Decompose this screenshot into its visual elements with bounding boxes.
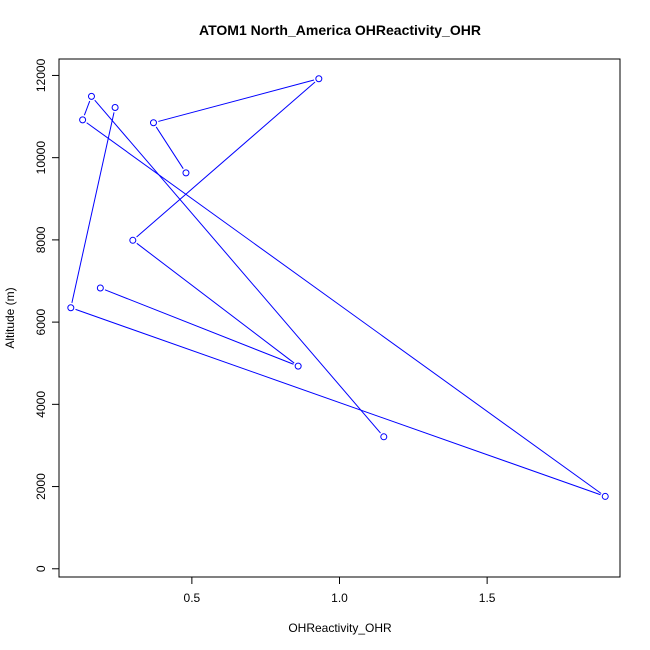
data-point: [67, 304, 75, 312]
series-line-segment: [104, 289, 294, 365]
series-2: [67, 92, 609, 500]
plot-area: [67, 75, 609, 500]
chart-title: ATOM1 North_America OHReactivity_OHR: [199, 22, 481, 38]
y-axis: 0 2000 4000 6000 8000 10000 12000: [34, 58, 59, 572]
data-point: [129, 236, 137, 244]
x-tick-label: 1.5: [479, 591, 496, 605]
data-point: [87, 92, 95, 100]
y-tick-label: 4000: [34, 391, 48, 418]
y-tick-label: 6000: [34, 308, 48, 335]
series-line-segment: [136, 81, 316, 238]
series-line-segment: [71, 112, 115, 303]
series-line-segment: [136, 242, 295, 364]
series-1: [96, 75, 323, 370]
y-tick-label: 0: [34, 565, 48, 572]
data-point: [315, 75, 323, 83]
data-point: [96, 284, 104, 292]
y-tick-label: 10000: [34, 141, 48, 175]
data-point: [149, 119, 157, 127]
x-axis-label: OHReactivity_OHR: [288, 621, 392, 635]
data-point: [601, 492, 609, 500]
y-tick-label: 2000: [34, 473, 48, 500]
series-line-segment: [94, 99, 381, 434]
y-tick-label: 8000: [34, 226, 48, 253]
series-line-segment: [155, 126, 184, 169]
data-point: [294, 362, 302, 370]
data-point: [111, 104, 119, 112]
x-tick-label: 0.5: [184, 591, 201, 605]
series-line-segment: [83, 100, 91, 116]
y-axis-label: Altitude (m): [3, 287, 17, 348]
x-axis: 0.5 1.0 1.5: [184, 577, 496, 605]
series-line-segment: [86, 122, 602, 494]
x-tick-label: 1.0: [331, 591, 348, 605]
data-point: [79, 116, 87, 124]
data-point: [182, 169, 190, 177]
series-line-segment: [75, 308, 601, 496]
data-point: [380, 433, 388, 441]
y-tick-label: 12000: [34, 58, 48, 92]
series-line-segment: [158, 79, 315, 122]
plot-frame: [58, 58, 621, 578]
